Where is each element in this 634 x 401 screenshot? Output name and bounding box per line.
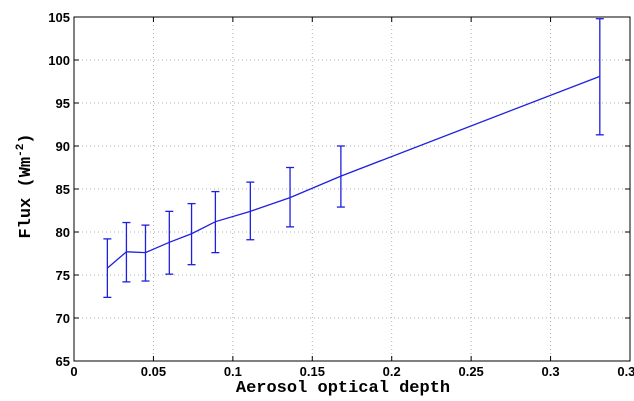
grid xyxy=(74,17,630,361)
error-bar xyxy=(336,145,345,208)
y-tick-label: 85 xyxy=(56,182,70,197)
y-axis-label-base: Flux (Wm xyxy=(17,157,36,239)
error-bar xyxy=(595,18,604,136)
error-bar xyxy=(141,224,150,282)
y-tick-label: 75 xyxy=(56,268,70,283)
x-tick-label: 0.15 xyxy=(300,364,325,379)
y-axis-label: Flux (Wm-2) xyxy=(15,133,36,238)
error-bar xyxy=(187,202,196,266)
axis-ticks xyxy=(73,16,631,362)
series-line xyxy=(106,75,601,269)
x-tick-label: 0.2 xyxy=(383,364,401,379)
x-tick-label: 0.1 xyxy=(224,364,242,379)
y-tick-label: 95 xyxy=(56,96,70,111)
x-axis-label: Aerosol optical depth xyxy=(236,379,450,398)
y-tick-label: 90 xyxy=(56,139,70,154)
x-tick-labels: 0 0.05 0.1 0.15 0.2 0.25 0.3 0.35 xyxy=(70,364,634,379)
error-bar xyxy=(165,210,174,275)
y-tick-label: 80 xyxy=(56,225,70,240)
y-tick-label: 70 xyxy=(56,311,70,326)
error-bar xyxy=(211,190,220,254)
x-tick-label: 0.3 xyxy=(542,364,560,379)
y-tick-label: 105 xyxy=(48,10,70,25)
error-bar xyxy=(286,166,295,228)
x-tick-label: 0.05 xyxy=(141,364,166,379)
y-tick-labels: 65 70 75 80 85 90 95 100 105 xyxy=(48,10,70,369)
y-tick-label: 100 xyxy=(48,53,70,68)
y-axis-label-exponent: -2 xyxy=(15,144,27,157)
series-flux xyxy=(103,18,604,299)
x-tick-label: 0.35 xyxy=(617,364,634,379)
y-tick-label: 65 xyxy=(56,354,70,369)
error-bar xyxy=(246,181,255,241)
x-tick-label: 0 xyxy=(70,364,77,379)
error-bar xyxy=(103,238,112,299)
y-axis-label-close: ) xyxy=(17,133,36,143)
x-tick-label: 0.25 xyxy=(458,364,483,379)
error-bar xyxy=(122,221,131,283)
